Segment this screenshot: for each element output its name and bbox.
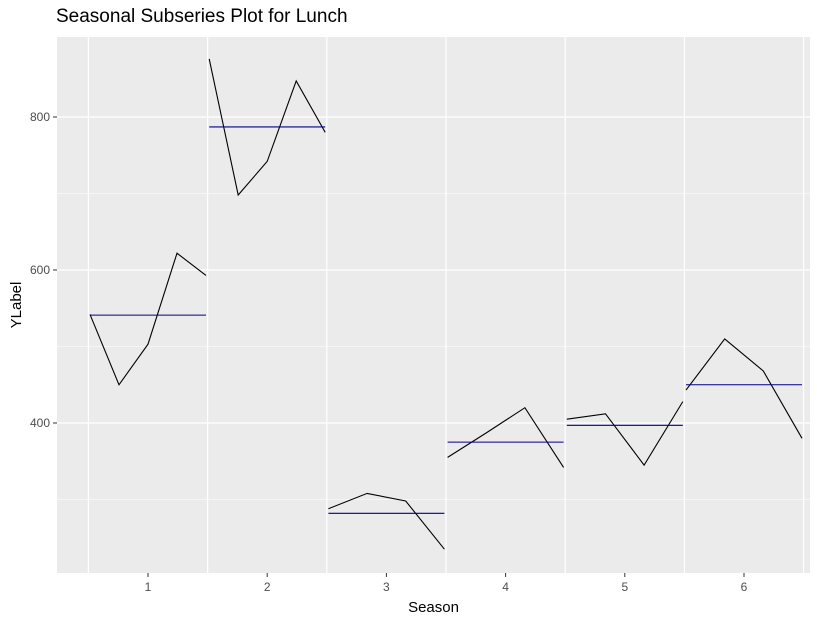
y-tick-label: 800 xyxy=(30,110,50,124)
x-tick-label: 2 xyxy=(264,580,271,594)
subseries-line-season-4 xyxy=(447,406,565,468)
subseries-line-season-1 xyxy=(89,252,207,386)
grid-lines xyxy=(57,37,810,573)
series-lines xyxy=(89,58,803,550)
x-tick-label: 6 xyxy=(741,580,748,594)
x-axis-title: Season xyxy=(408,599,459,616)
mean-lines xyxy=(90,126,802,514)
x-tick-label: 1 xyxy=(145,580,152,594)
subseries-line-season-6 xyxy=(685,338,803,439)
y-tick-label: 600 xyxy=(30,263,50,277)
x-tick-label: 3 xyxy=(383,580,390,594)
y-axis-title: YLabel xyxy=(8,282,25,329)
subseries-line-season-2 xyxy=(208,58,326,197)
x-tick-label: 5 xyxy=(621,580,628,594)
subseries-line-season-5 xyxy=(566,401,684,467)
x-tick-label: 4 xyxy=(502,580,509,594)
axis-ticks: 400 600 800 1 2 3 4 5 6 xyxy=(30,110,748,594)
chart-title: Seasonal Subseries Plot for Lunch xyxy=(56,6,348,27)
y-tick-label: 400 xyxy=(30,416,50,430)
subseries-line-season-3 xyxy=(328,492,445,550)
